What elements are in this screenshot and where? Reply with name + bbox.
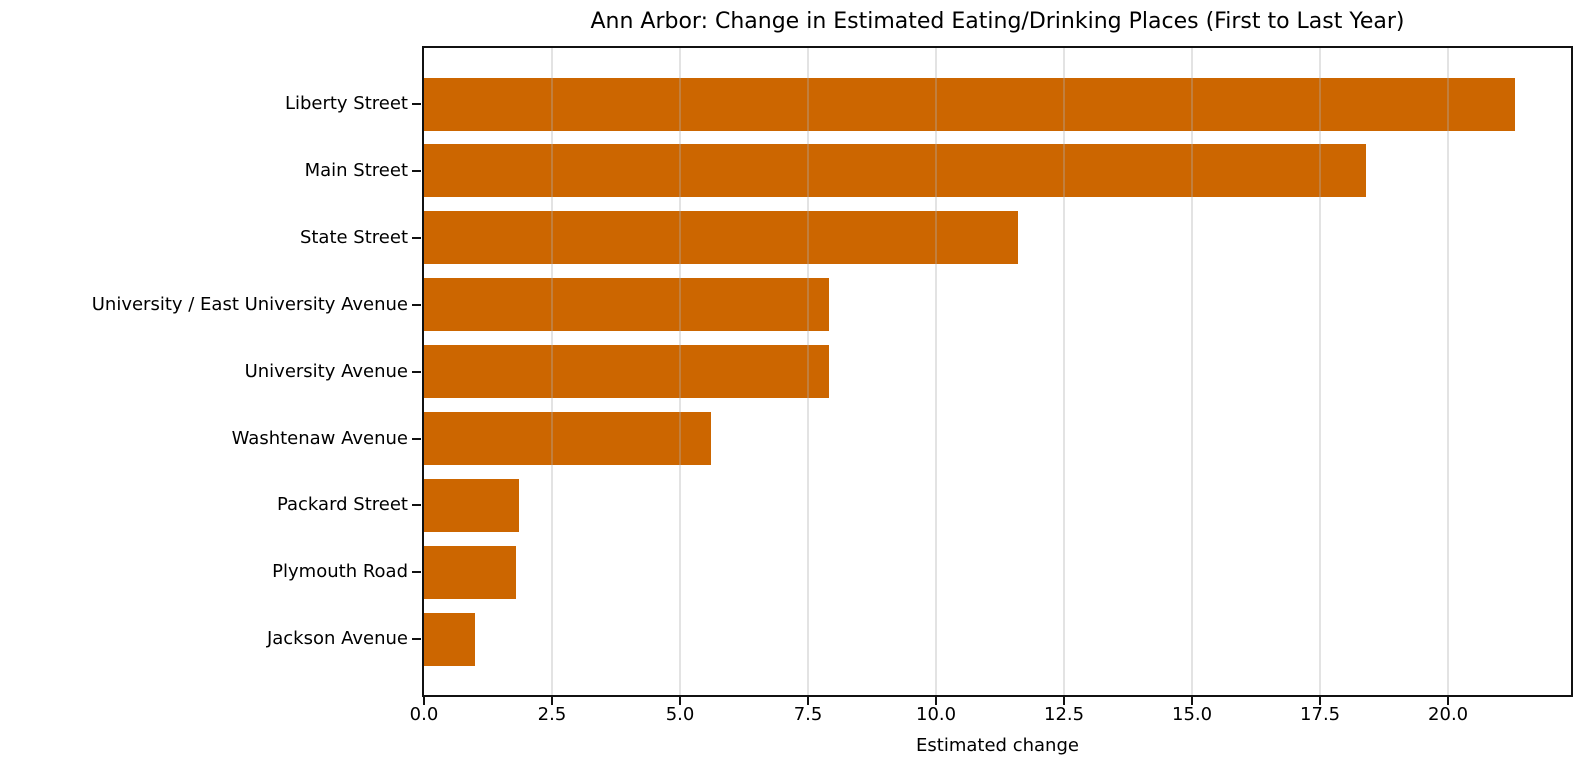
bar bbox=[424, 144, 1367, 198]
x-tick-label: 5.0 bbox=[665, 704, 695, 725]
y-tick-label: University Avenue bbox=[244, 360, 408, 382]
bar bbox=[424, 345, 829, 399]
y-tick-mark bbox=[412, 437, 421, 440]
gridline bbox=[1447, 48, 1450, 695]
x-tick-mark bbox=[1319, 697, 1322, 705]
y-tick-mark bbox=[412, 103, 421, 105]
x-tick-label: 15.0 bbox=[1172, 704, 1213, 725]
x-tick-label: 2.5 bbox=[537, 704, 567, 725]
x-tick-mark bbox=[679, 697, 682, 705]
bar bbox=[424, 77, 1515, 131]
bar bbox=[424, 545, 517, 599]
y-tick-mark bbox=[412, 504, 421, 507]
x-tick-mark bbox=[423, 697, 425, 705]
bar bbox=[424, 211, 1018, 265]
y-tick-label: Plymouth Road bbox=[272, 561, 408, 583]
y-tick-label: State Street bbox=[299, 226, 408, 248]
bar bbox=[424, 612, 476, 666]
y-tick-mark bbox=[412, 370, 421, 373]
y-tick-label: Washtenaw Avenue bbox=[231, 427, 408, 449]
gridline bbox=[935, 48, 938, 695]
x-tick-mark bbox=[807, 697, 810, 705]
x-tick-label: 12.5 bbox=[1044, 704, 1085, 725]
gridline bbox=[1319, 48, 1322, 695]
y-tick-label: Liberty Street bbox=[284, 93, 408, 114]
x-tick-label: 17.5 bbox=[1300, 704, 1341, 725]
y-tick-mark bbox=[412, 638, 421, 641]
y-tick-label: Main Street bbox=[304, 159, 408, 181]
chart-title: Ann Arbor: Change in Estimated Eating/Dr… bbox=[590, 9, 1405, 34]
bar bbox=[424, 478, 519, 532]
x-tick-label: 7.5 bbox=[793, 704, 823, 725]
y-tick-mark bbox=[412, 169, 421, 172]
y-tick-mark bbox=[412, 571, 421, 574]
x-tick-mark bbox=[1447, 697, 1450, 705]
x-tick-mark bbox=[1063, 697, 1066, 705]
y-tick-mark bbox=[412, 303, 421, 306]
x-axis-label: Estimated change bbox=[916, 735, 1079, 756]
plot-area bbox=[422, 46, 1573, 697]
x-tick-label: 0.0 bbox=[409, 704, 439, 725]
y-tick-label: Jackson Avenue bbox=[266, 628, 408, 650]
x-tick-mark bbox=[1191, 697, 1194, 705]
gridline bbox=[807, 48, 810, 695]
y-tick-label: University / East University Avenue bbox=[91, 293, 408, 315]
gridline bbox=[551, 48, 553, 695]
x-tick-mark bbox=[551, 697, 553, 705]
gridline bbox=[1191, 48, 1194, 695]
y-tick-label: Packard Street bbox=[276, 494, 408, 516]
bar bbox=[424, 278, 829, 332]
y-tick-mark bbox=[412, 236, 421, 239]
x-tick-label: 10.0 bbox=[916, 704, 957, 725]
x-tick-mark bbox=[935, 697, 938, 705]
gridline bbox=[679, 48, 682, 695]
x-tick-label: 20.0 bbox=[1428, 704, 1469, 725]
gridline bbox=[1063, 48, 1066, 695]
bar bbox=[424, 412, 711, 465]
